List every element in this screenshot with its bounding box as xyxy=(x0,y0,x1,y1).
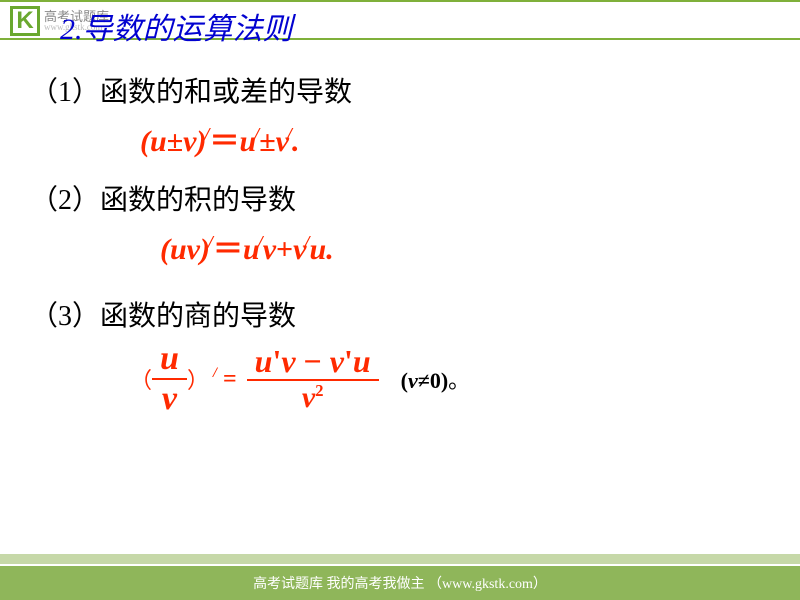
rule-1-heading: （1）函数的和或差的导数 xyxy=(30,70,770,110)
lhs-num: u xyxy=(152,340,187,378)
lhs-fraction: u v xyxy=(152,340,187,418)
logo-mark: K xyxy=(10,6,40,36)
rule-1-formula: (u±v)/＝u/±v/. xyxy=(140,116,770,160)
footer-stripe xyxy=(0,554,800,564)
rule-3-formula: （ u v ） / = u'v − v'u v2 (v≠0)。 xyxy=(130,340,770,418)
page-title: 2.导数的运算法则 xyxy=(60,4,293,48)
header-bar: K 高考试题库 www.gkstk.com 2.导数的运算法则 xyxy=(0,0,800,40)
lhs-den: v xyxy=(154,380,185,418)
condition: (v≠0)。 xyxy=(401,363,471,395)
content: （1）函数的和或差的导数 (u±v)/＝u/±v/. （2）函数的积的导数 (u… xyxy=(0,40,800,418)
lparen: （ xyxy=(130,363,152,395)
rule-2-formula: (uv)/＝u/v+v/u. xyxy=(160,224,770,268)
rhs-num: u'v − v'u xyxy=(247,343,379,379)
prime-equals: / = xyxy=(213,365,237,393)
rhs-fraction: u'v − v'u v2 xyxy=(247,343,379,415)
rule-3-heading: （3）函数的商的导数 xyxy=(30,294,770,334)
footer-text: 高考试题库 我的高考我做主 （www.gkstk.com） xyxy=(253,573,547,593)
rule-2-heading: （2）函数的积的导数 xyxy=(30,178,770,218)
rhs-den: v2 xyxy=(294,381,332,415)
footer: 高考试题库 我的高考我做主 （www.gkstk.com） xyxy=(0,564,800,600)
rparen: ） xyxy=(187,363,209,395)
